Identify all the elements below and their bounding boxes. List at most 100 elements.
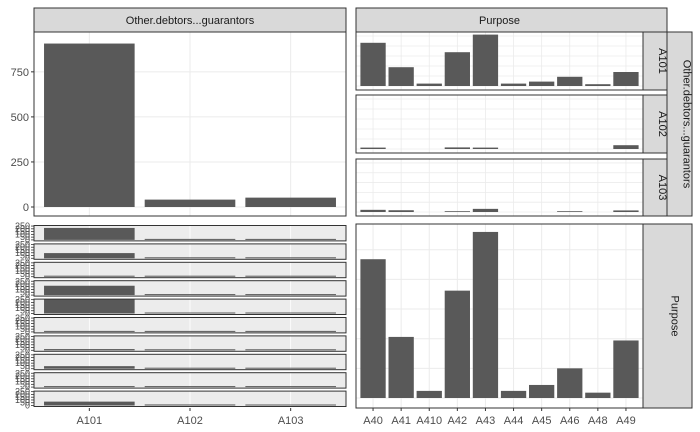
panel-guarantor-border — [33, 31, 347, 217]
y-tick-label-stacked: 50 — [20, 324, 30, 334]
strip-row-label: A103 — [656, 175, 668, 201]
y-tick-label-stacked: 0 — [25, 327, 30, 337]
y-tick-label-stacked: 150 — [15, 282, 30, 292]
y-tick-label-stacked: 150 — [15, 263, 30, 273]
strip-row-label: A102 — [656, 111, 668, 137]
bar-stacked-A40-A102 — [144, 238, 236, 240]
bar-purpose-A410 — [416, 390, 442, 398]
y-tick-label-stacked: 0 — [25, 235, 30, 245]
strip-purpose-row — [642, 223, 693, 409]
y-tick-label-stacked: 50 — [20, 398, 30, 408]
y-tick-label-stacked: 150 — [15, 227, 30, 237]
bar-stacked-A45-A103 — [245, 349, 336, 351]
y-tick-label-stacked: 0 — [25, 382, 30, 392]
bar-facet-A102-A42 — [444, 147, 470, 149]
y-tick-label-stacked: 150 — [15, 245, 30, 255]
x-tick-label-purpose: A410 — [416, 415, 442, 427]
bar-facet-A103-A49 — [613, 210, 639, 212]
bar-facet-A101-A45 — [529, 81, 555, 86]
bar-purpose-A46 — [557, 368, 583, 398]
bar-facet-A103-A40 — [360, 209, 386, 212]
y-tick-label-stacked: 100 — [15, 303, 30, 313]
bar-stacked-A41-A103 — [245, 257, 336, 259]
y-tick-label-stacked: 200 — [15, 389, 30, 399]
strip-row-A103 — [642, 158, 668, 217]
panel-facet-bg — [356, 95, 643, 153]
y-tick-label-stacked: 200 — [15, 353, 30, 363]
bar-facet-A101-A410 — [416, 83, 442, 86]
bar-stacked-A49-A101 — [44, 401, 135, 406]
panel-stacked-border — [33, 353, 347, 371]
y-tick-label-stacked: 150 — [15, 374, 30, 384]
y-tick-label-stacked: 100 — [15, 229, 30, 239]
strip-top-right-label: Purpose — [479, 15, 520, 27]
bar-stacked-A410-A101 — [44, 275, 135, 277]
bar-purpose-A48 — [585, 392, 611, 398]
x-tick-label-purpose: A41 — [391, 415, 411, 427]
bar-stacked-A43-A103 — [245, 312, 336, 314]
strip-row-label: A101 — [656, 48, 668, 74]
bar-facet-A101-A41 — [388, 67, 414, 86]
y-tick-label-stacked: 0 — [25, 272, 30, 282]
y-tick-label-stacked: 50 — [20, 232, 30, 242]
panel-stacked-border — [33, 243, 347, 260]
bar-purpose-A43 — [472, 231, 499, 398]
y-tick-label-stacked: 200 — [15, 242, 30, 252]
bar-stacked-A43-A102 — [144, 312, 236, 314]
bar-facet-A103-A42 — [444, 211, 470, 212]
y-tick-label-stacked: 150 — [15, 319, 30, 329]
x-tick-label-purpose: A44 — [504, 415, 524, 427]
panel-stacked-border — [33, 261, 347, 279]
strip-top-left — [33, 7, 347, 33]
y-tick-label-stacked: 100 — [15, 340, 30, 350]
bar-stacked-A42-A103 — [245, 294, 336, 296]
bar-stacked-A410-A102 — [144, 275, 236, 277]
y-tick-label-stacked: 200 — [15, 371, 30, 381]
y-tick-label-stacked: 100 — [15, 248, 30, 258]
bar-facet-A101-A49 — [613, 72, 639, 86]
panel-facet-bg — [356, 159, 643, 216]
y-tick-label-stacked: 150 — [15, 337, 30, 347]
y-tick-label-stacked: 0 — [25, 345, 30, 355]
y-tick-label-stacked: 0 — [25, 309, 30, 319]
x-tick-label-purpose: A42 — [448, 415, 468, 427]
bar-facet-A102-A43 — [472, 147, 499, 149]
bar-guarantor-A101 — [44, 43, 135, 207]
strip-row-A102 — [642, 94, 668, 154]
y-tick-label: 250 — [11, 157, 29, 169]
panel-stacked-border — [33, 390, 347, 408]
y-tick-label-stacked: 250 — [15, 295, 30, 305]
y-tick-label-stacked: 0 — [25, 364, 30, 374]
bar-facet-A103-A41 — [388, 210, 414, 212]
bar-purpose-A40 — [360, 259, 386, 398]
y-tick-label-stacked: 100 — [15, 358, 30, 368]
x-tick-label-purpose: A49 — [616, 415, 636, 427]
panel-stacked-border — [33, 372, 347, 389]
y-tick-label: 500 — [11, 112, 29, 124]
bar-stacked-A44-A101 — [44, 330, 135, 332]
bar-stacked-A49-A102 — [144, 404, 236, 406]
x-tick-label-purpose: A48 — [588, 415, 608, 427]
bar-facet-A101-A43 — [472, 34, 499, 86]
y-tick-label-stacked: 100 — [15, 395, 30, 405]
x-tick-label-guarantor: A103 — [278, 415, 304, 427]
bar-purpose-A44 — [500, 390, 527, 398]
y-tick-label-stacked: 50 — [20, 379, 30, 389]
bar-purpose-A49 — [613, 340, 639, 398]
x-tick-label-guarantor: A102 — [177, 415, 203, 427]
bar-stacked-A48-A103 — [245, 386, 336, 388]
y-tick-label-stacked: 150 — [15, 300, 30, 310]
x-tick-label-guarantor: A101 — [76, 415, 102, 427]
strip-top-right — [355, 7, 668, 33]
bar-stacked-A40-A103 — [245, 238, 336, 240]
y-tick-label-stacked: 100 — [15, 321, 30, 331]
y-tick-label-stacked: 100 — [15, 266, 30, 276]
y-tick-label-stacked: 150 — [15, 392, 30, 402]
y-tick-label-stacked: 0 — [25, 401, 30, 411]
y-tick-label-stacked: 250 — [15, 221, 30, 231]
y-tick-label-stacked: 250 — [15, 368, 30, 378]
bar-stacked-A45-A102 — [144, 349, 236, 351]
bar-stacked-A42-A101 — [44, 285, 135, 296]
bar-facet-A103-A46 — [557, 211, 583, 212]
